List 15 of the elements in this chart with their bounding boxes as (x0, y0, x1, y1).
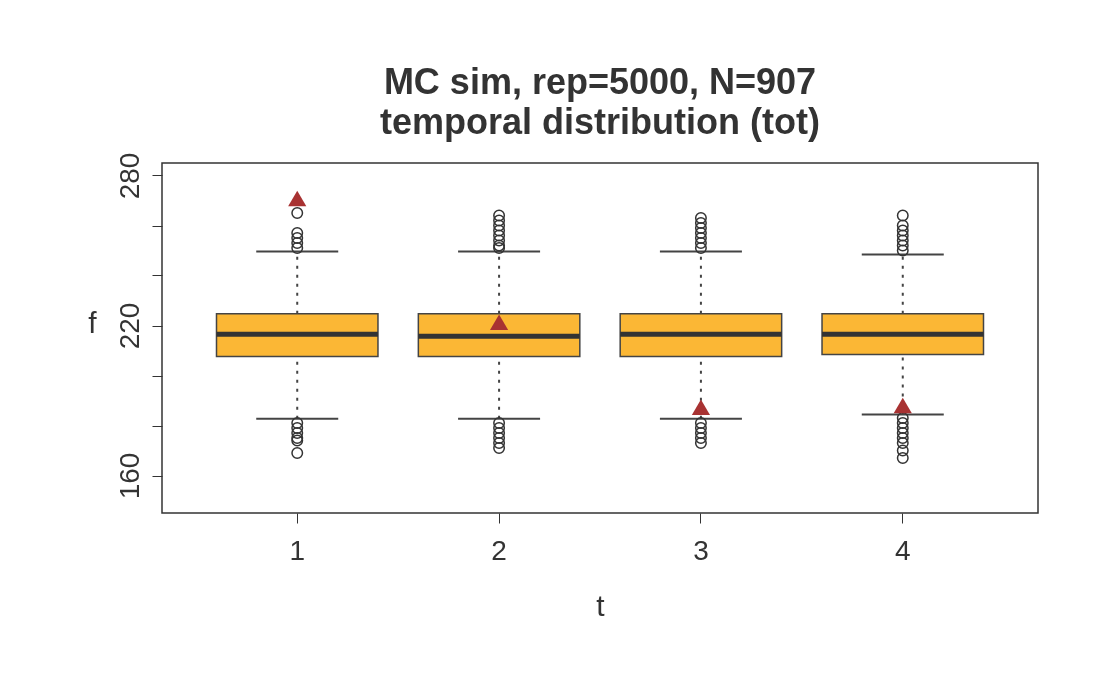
y-tick-label: 220 (113, 302, 145, 350)
chart-title: MC sim, rep=5000, N=907 (383, 61, 817, 103)
x-tick-label: 1 (289, 534, 306, 566)
point (691, 399, 710, 416)
point (490, 314, 509, 331)
x-axis-title: t (596, 588, 606, 622)
y-tick-label: 280 (113, 152, 145, 200)
x-tick-label: 3 (693, 534, 709, 566)
y-tick-label: 160 (113, 452, 145, 500)
point (288, 190, 307, 207)
y-axis-title: f (88, 305, 98, 339)
point (893, 397, 912, 414)
chart-subtitle: temporal distribution (tot) (380, 101, 820, 143)
x-tick-label: 2 (491, 534, 507, 566)
x-tick-label: 4 (894, 534, 911, 566)
